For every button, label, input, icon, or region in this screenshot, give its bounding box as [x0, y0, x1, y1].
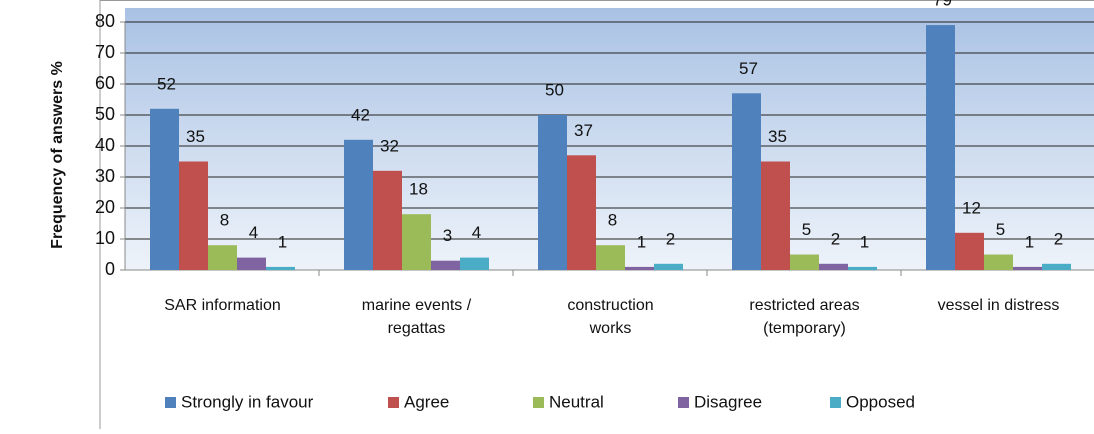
bar — [790, 254, 819, 270]
bar — [926, 25, 955, 270]
value-label: 4 — [249, 223, 258, 242]
value-label: 8 — [220, 211, 229, 230]
value-label: 18 — [409, 180, 428, 199]
value-label: 5 — [996, 220, 1005, 239]
value-label: 1 — [1025, 232, 1034, 251]
bar — [402, 214, 431, 270]
bar — [431, 260, 460, 270]
value-label: 2 — [831, 229, 840, 248]
x-tick-label: regattas — [388, 320, 446, 337]
y-tick-label: 0 — [105, 259, 115, 279]
bar — [819, 263, 848, 270]
bar — [179, 161, 208, 270]
value-label: 8 — [608, 211, 617, 230]
value-label: 5 — [802, 220, 811, 239]
value-label: 4 — [472, 223, 481, 242]
bar — [984, 254, 1013, 270]
value-label: 3 — [443, 226, 452, 245]
legend-swatch — [388, 397, 399, 408]
bar — [625, 266, 654, 270]
value-label: 1 — [860, 232, 869, 251]
bar — [848, 266, 877, 270]
bar — [237, 257, 266, 270]
value-label: 35 — [768, 127, 787, 146]
bar — [1042, 263, 1071, 270]
value-label: 12 — [962, 198, 981, 217]
legend-swatch — [830, 397, 841, 408]
y-tick-label: 20 — [95, 197, 115, 217]
bar — [732, 93, 761, 270]
legend-label: Strongly in favour — [181, 392, 314, 411]
value-label: 1 — [278, 232, 287, 251]
legend-label: Neutral — [549, 392, 604, 411]
bar — [1013, 266, 1042, 270]
y-tick-label: 50 — [95, 104, 115, 124]
y-tick-label: 10 — [95, 228, 115, 248]
x-tick-label: vessel in distress — [938, 297, 1060, 314]
legend-swatch — [678, 397, 689, 408]
y-axis-label: Frequency of answers % — [49, 61, 66, 249]
value-label: 2 — [1054, 229, 1063, 248]
legend-label: Agree — [404, 392, 449, 411]
value-label: 35 — [186, 127, 205, 146]
bar — [567, 155, 596, 270]
legend-label: Opposed — [846, 392, 915, 411]
value-label: 42 — [351, 105, 370, 124]
bar — [460, 257, 489, 270]
value-label: 79 — [933, 0, 952, 10]
bar — [266, 266, 295, 270]
x-tick-label: marine events / — [362, 297, 472, 314]
x-tick-label: SAR information — [164, 297, 281, 314]
value-label: 57 — [739, 59, 758, 78]
bar — [761, 161, 790, 270]
bar — [596, 245, 625, 270]
legend-label: Disagree — [694, 392, 762, 411]
value-label: 37 — [574, 121, 593, 140]
x-tick-label: construction — [567, 297, 653, 314]
bar — [538, 115, 567, 270]
y-tick-label: 30 — [95, 166, 115, 186]
value-label: 52 — [157, 74, 176, 93]
value-label: 50 — [545, 80, 564, 99]
bar — [955, 232, 984, 270]
value-label: 1 — [637, 232, 646, 251]
bar — [344, 139, 373, 270]
y-tick-label: 70 — [95, 42, 115, 62]
x-tick-label: (temporary) — [763, 320, 846, 337]
x-tick-label: restricted areas — [749, 297, 859, 314]
value-label: 32 — [380, 136, 399, 155]
bar — [150, 108, 179, 270]
legend-swatch — [165, 397, 176, 408]
y-tick-label: 60 — [95, 73, 115, 93]
y-tick-label: 80 — [95, 11, 115, 31]
bar — [654, 263, 683, 270]
x-tick-label: works — [589, 320, 632, 337]
legend-swatch — [533, 397, 544, 408]
value-label: 2 — [666, 229, 675, 248]
bar — [373, 170, 402, 270]
y-tick-label: 40 — [95, 135, 115, 155]
bar — [208, 245, 237, 270]
